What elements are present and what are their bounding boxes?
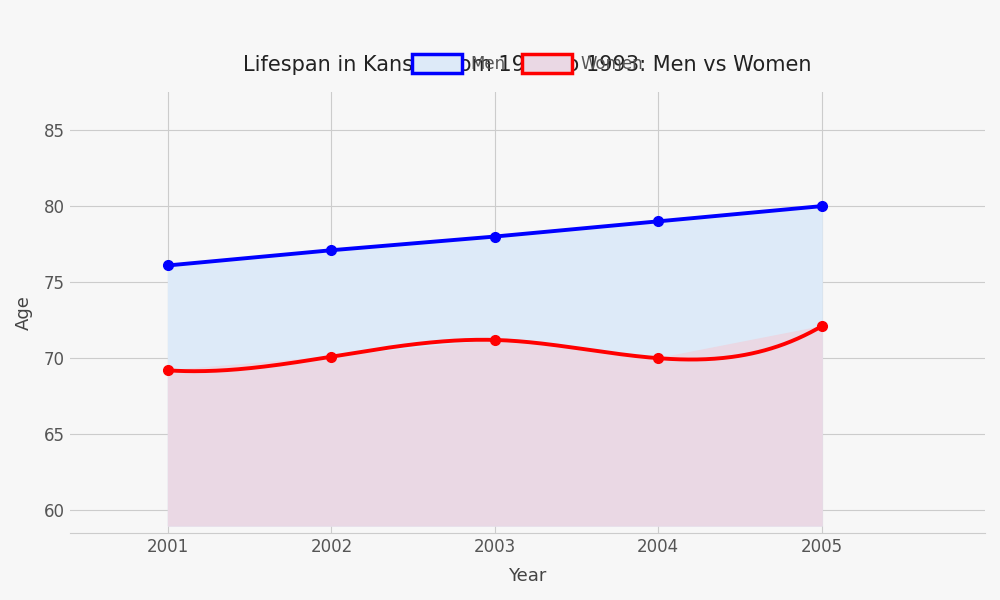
Title: Lifespan in Kansas from 1966 to 1993: Men vs Women: Lifespan in Kansas from 1966 to 1993: Me… xyxy=(243,55,812,75)
Y-axis label: Age: Age xyxy=(15,295,33,330)
Legend: Men, Women: Men, Women xyxy=(405,47,650,80)
X-axis label: Year: Year xyxy=(508,567,547,585)
